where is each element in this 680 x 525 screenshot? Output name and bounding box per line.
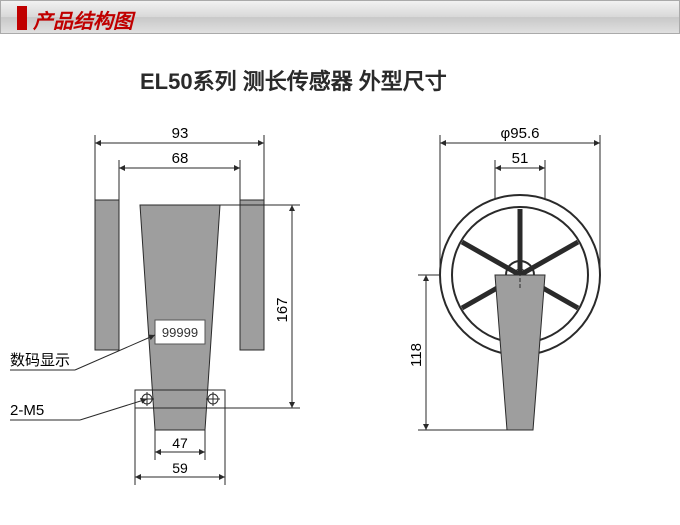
dim-118: 118 <box>408 343 425 367</box>
engineering-diagram: 99999 93 68 167 47 <box>0 0 680 525</box>
mount-hole-right <box>206 392 220 406</box>
dim-51: 51 <box>512 150 529 167</box>
label-holes: 2-M5 <box>10 402 44 419</box>
dim-47: 47 <box>172 435 188 451</box>
dim-59: 59 <box>172 460 188 476</box>
sensor-body-front <box>140 205 220 430</box>
dim-68: 68 <box>172 150 189 167</box>
sensor-body-side <box>495 275 545 430</box>
dim-93: 93 <box>172 125 189 142</box>
counter-value: 99999 <box>162 325 198 340</box>
front-view: 99999 93 68 167 47 <box>10 125 300 485</box>
dim-167: 167 <box>274 297 291 322</box>
label-digit-display: 数码显示 <box>10 352 70 369</box>
side-view: φ95.6 51 118 <box>408 125 600 430</box>
dim-dia: φ95.6 <box>501 125 540 142</box>
